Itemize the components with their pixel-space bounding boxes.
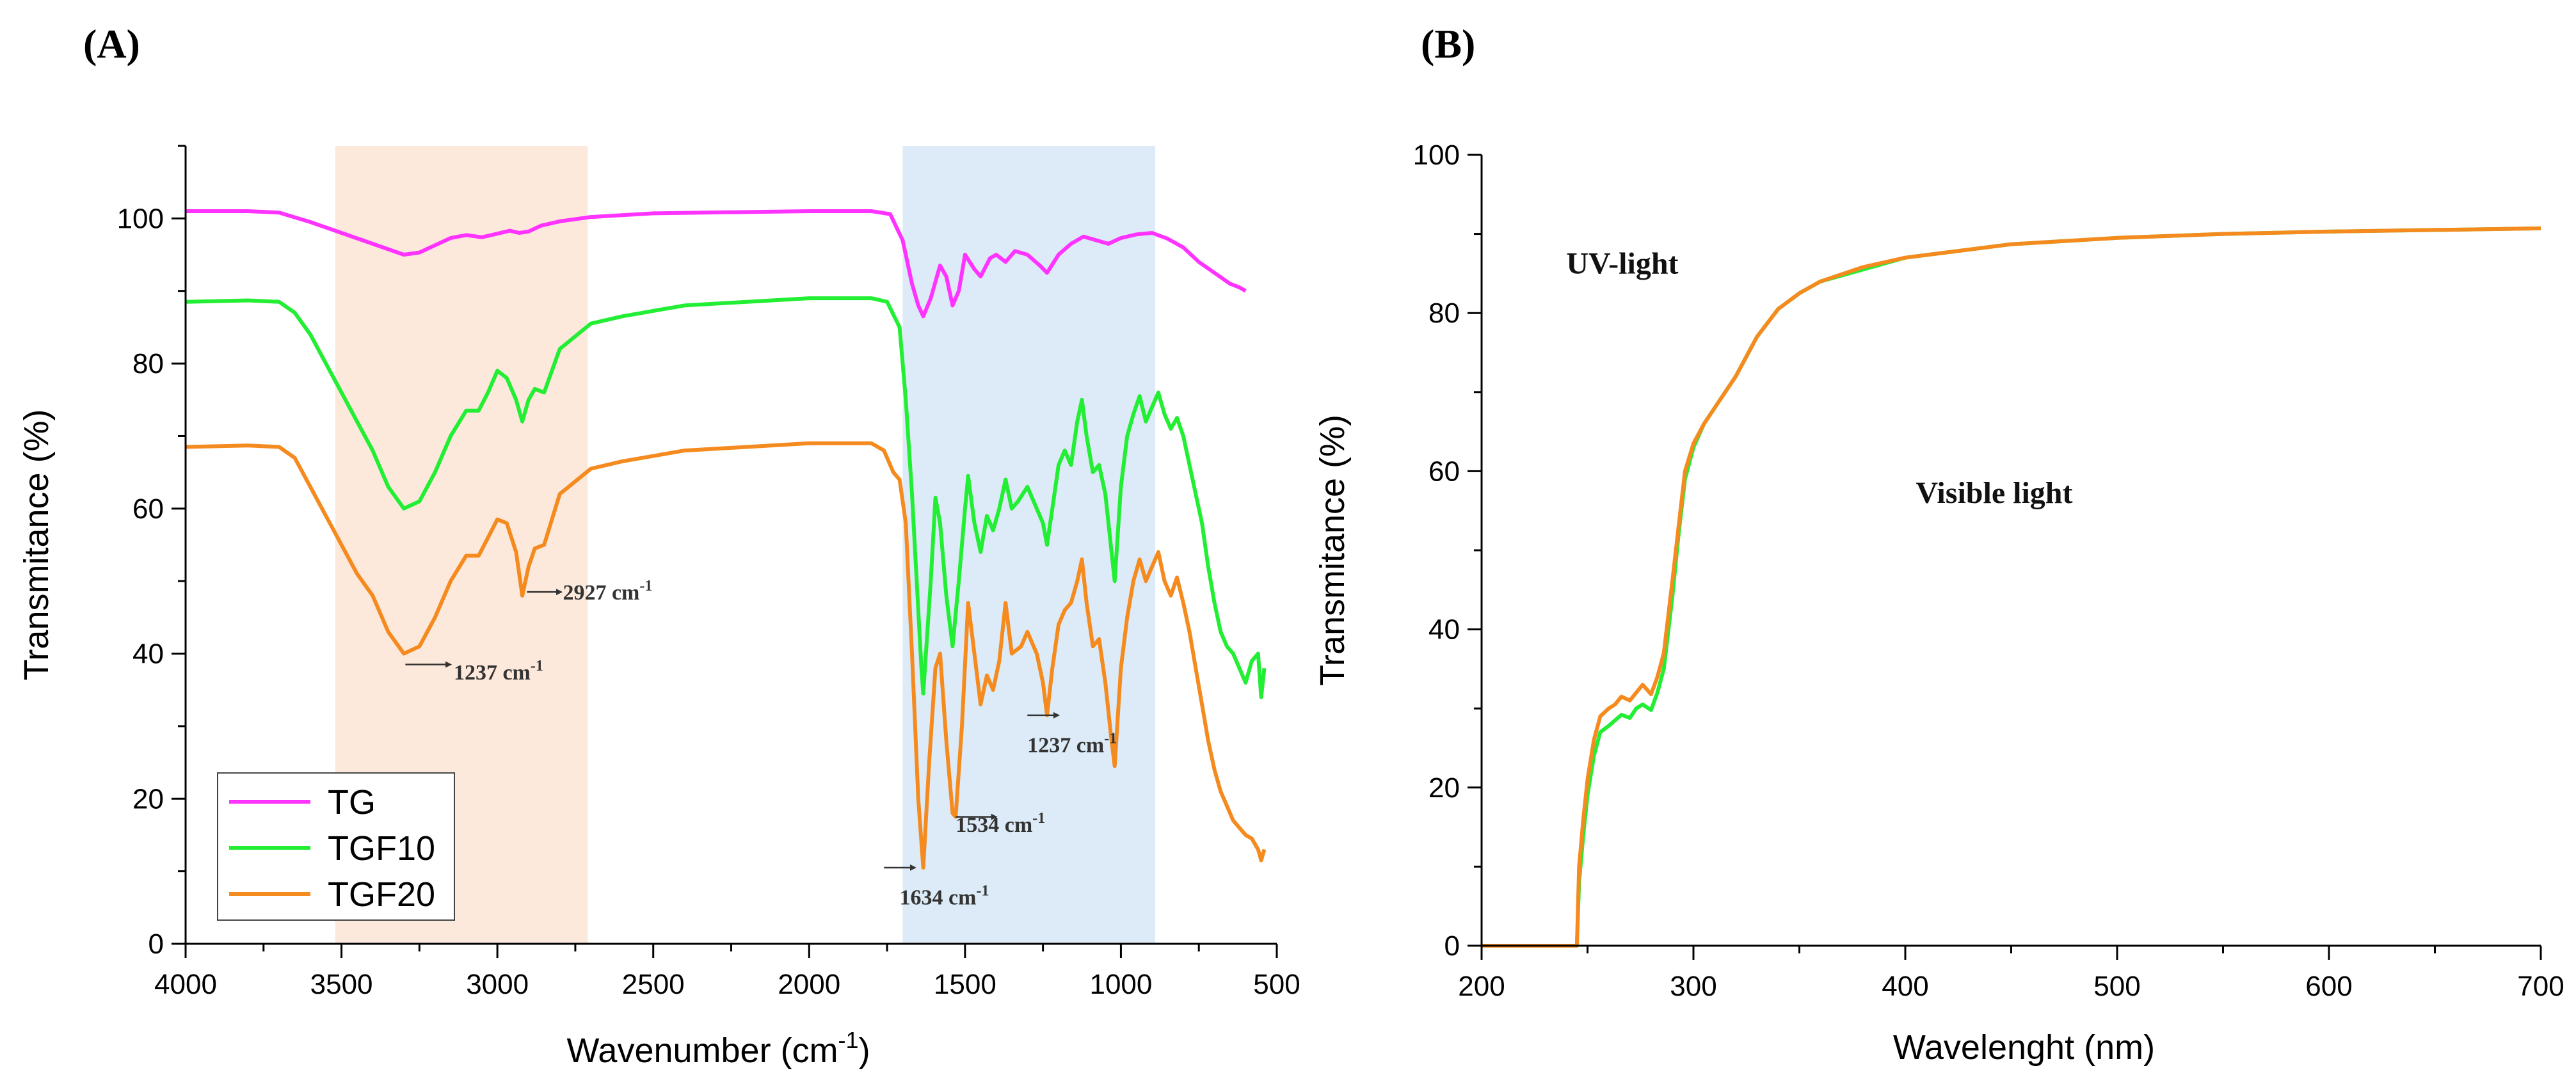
x-tick-label: 3000 [466, 969, 529, 1000]
annotation-label: 1237 cm-1 [1027, 730, 1117, 757]
panel-label-b: (B) [1421, 21, 1475, 67]
x-tick-label: 2000 [778, 969, 840, 1000]
series-lines [185, 209, 1267, 870]
series-line-tgf20 [185, 441, 1267, 870]
x-tick-label: 1000 [1089, 969, 1152, 1000]
uv-light-label: UV-light [1566, 246, 1678, 280]
y-tick-label: 100 [1413, 139, 1460, 171]
x-tick-label: 700 [2517, 971, 2564, 1002]
axes: 0 20 40 60 80 100 4000 3500 3000 2500 2000 1500 1000… [117, 145, 1300, 1000]
legend-label-tg: TG [328, 783, 376, 822]
annotation-label: 1237 cm-1 [454, 658, 543, 685]
y-tick-label: 40 [1428, 614, 1460, 646]
legend-label-tgf20: TGF20 [328, 875, 435, 914]
annotation-label: 2927 cm-1 [563, 578, 652, 605]
x-tick-label: 300 [1670, 971, 1716, 1002]
region-labels: UV-light Visible light [1566, 246, 2072, 509]
annotation-label: 1534 cm-1 [956, 810, 1045, 837]
y-axis-title: Transmitance (%) [17, 409, 56, 680]
y-tick-label: 20 [1428, 772, 1460, 804]
series-line-tgf20 [1482, 226, 2541, 948]
y-tick-label: 60 [132, 493, 164, 525]
x-tick-label: 2500 [622, 969, 685, 1000]
x-tick-label: 600 [2305, 971, 2352, 1002]
panel-label-a: (A) [83, 21, 140, 67]
y-tick-label: 0 [1444, 930, 1460, 962]
series-line-tgf10 [185, 296, 1267, 699]
panel-a-chart: 0 20 40 60 80 100 4000 3500 3000 2500 2000 1500 1000… [17, 145, 1300, 1070]
shaded-region [902, 146, 1156, 944]
x-axis-title: Wavenumber (cm-1) [566, 1027, 870, 1070]
panel-b-chart: 0 20 40 60 80 100 200 300 400 500 600 700 Transmita… [1313, 139, 2564, 1067]
series-line-tg [186, 209, 1247, 319]
y-tick-label: 80 [132, 348, 164, 379]
annotations: 2927 cm-1 1237 cm-1 1237 cm-1 1534 cm-1 1634… [405, 578, 1117, 909]
x-tick-label: 1500 [934, 969, 996, 1000]
axes: 0 20 40 60 80 100 200 300 400 500 600 700 [1413, 139, 2564, 1002]
y-tick-label: 20 [132, 783, 164, 815]
y-tick-label: 60 [1428, 456, 1460, 487]
x-tick-label: 200 [1458, 971, 1505, 1002]
series-lines [1482, 226, 2541, 948]
x-tick-label: 4000 [154, 969, 217, 1000]
y-tick-label: 40 [132, 639, 164, 670]
legend: TG TGF10 TGF20 [217, 772, 455, 921]
x-axis-title: Wavelenght (nm) [1893, 1028, 2155, 1067]
y-axis-title: Transmitance (%) [1313, 415, 1352, 686]
series-line-tgf10 [1482, 226, 2541, 948]
y-tick-label: 100 [117, 203, 164, 234]
y-tick-label: 0 [148, 928, 164, 960]
legend-label-tgf10: TGF10 [328, 829, 435, 868]
annotation-label: 1634 cm-1 [900, 882, 989, 909]
visible-light-label: Visible light [1916, 476, 2073, 510]
x-tick-label: 500 [1253, 969, 1300, 1000]
y-tick-label: 80 [1428, 298, 1460, 329]
x-tick-label: 400 [1882, 971, 1928, 1002]
x-tick-label: 3500 [310, 969, 373, 1000]
x-tick-label: 500 [2093, 971, 2140, 1002]
